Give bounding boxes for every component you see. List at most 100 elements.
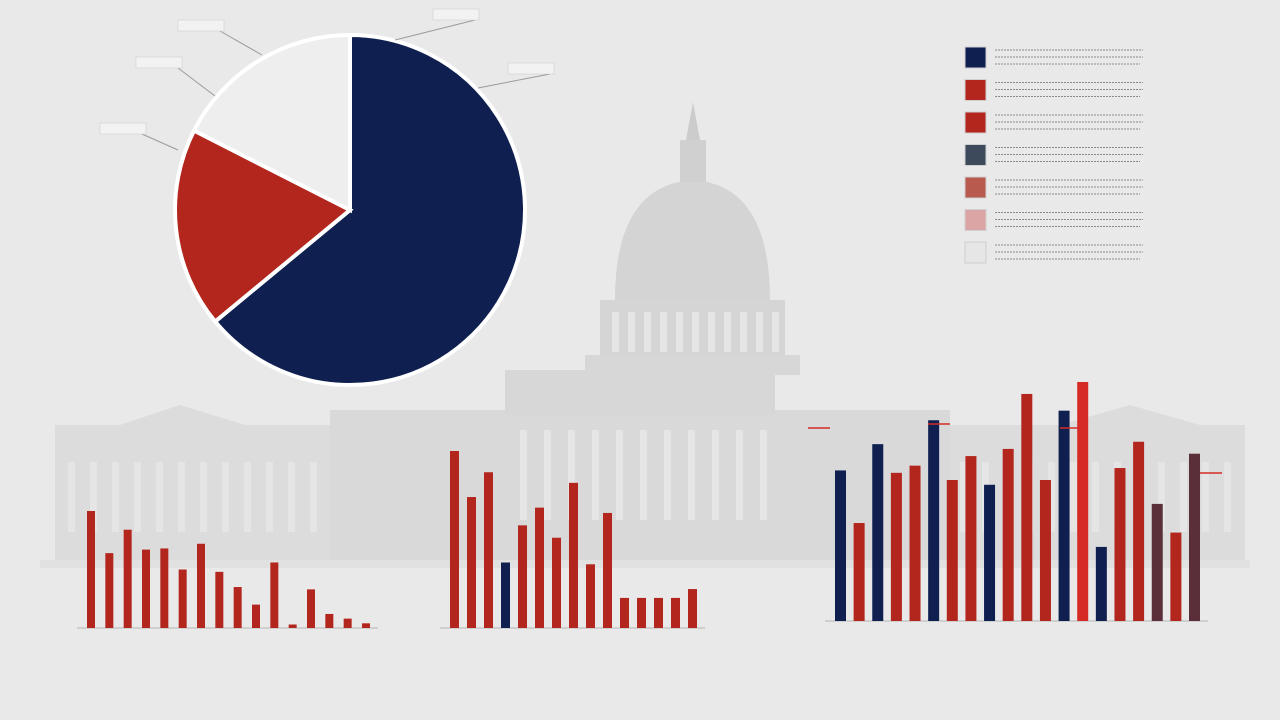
- bar: [518, 525, 527, 628]
- capitol-column: [772, 312, 779, 352]
- pie-leader-line: [141, 133, 179, 151]
- capitol-column: [644, 312, 651, 352]
- capitol-column: [960, 462, 967, 532]
- bar: [1151, 503, 1163, 621]
- bar: [1039, 479, 1051, 621]
- capitol-column: [692, 312, 699, 352]
- capitol-lantern: [680, 140, 706, 182]
- bar: [946, 479, 958, 621]
- capitol-column: [1092, 462, 1099, 532]
- bar: [654, 597, 663, 628]
- capitol-dome: [615, 180, 770, 300]
- bar: [890, 472, 902, 621]
- capitol-upper-block: [505, 370, 775, 415]
- bar: [123, 529, 132, 628]
- capitol-column: [736, 430, 743, 520]
- bar: [671, 597, 680, 628]
- legend-swatch: [964, 111, 987, 134]
- bar: [637, 597, 646, 628]
- bar: [1021, 393, 1033, 621]
- capitol-column: [1180, 462, 1187, 532]
- capitol-column: [676, 312, 683, 352]
- capitol-column: [660, 312, 667, 352]
- capitol-column: [90, 462, 97, 532]
- capitol-column: [612, 312, 619, 352]
- pie-leader-line: [394, 19, 476, 41]
- capitol-column: [288, 462, 295, 532]
- bar: [552, 537, 561, 628]
- capitol-building-icon: [40, 102, 1250, 568]
- capitol-left-wing: [55, 425, 330, 560]
- legend-swatch: [964, 209, 987, 231]
- pie-leader-line: [477, 73, 551, 89]
- bar: [535, 507, 544, 628]
- capitol-column: [1202, 462, 1209, 532]
- capitol-column: [266, 462, 273, 532]
- bar: [1095, 546, 1107, 621]
- legend-swatch: [964, 241, 987, 264]
- capitol-column: [134, 462, 141, 532]
- capitol-column: [568, 430, 575, 520]
- bar: [362, 623, 370, 628]
- pie-slice-2: [173, 127, 354, 325]
- capitol-column: [688, 430, 695, 520]
- bar: [105, 553, 114, 628]
- bar: [603, 512, 612, 628]
- bar: [853, 523, 865, 621]
- capitol-left-pediment: [120, 405, 245, 425]
- bar: [197, 543, 205, 628]
- pie-label-chip: [99, 122, 147, 135]
- capitol-column: [544, 430, 551, 520]
- legend-swatch: [964, 46, 987, 69]
- capitol-column: [1158, 462, 1165, 532]
- bar: [928, 420, 940, 621]
- capitol-column: [68, 462, 75, 532]
- pie-slice-3: [191, 32, 352, 214]
- capitol-column: [1070, 462, 1077, 532]
- legend-swatch: [964, 144, 987, 166]
- legend-swatch: [964, 176, 987, 199]
- bar: [484, 472, 493, 628]
- bar: [325, 613, 334, 628]
- pie-leader-line: [219, 30, 263, 56]
- capitol-ground: [40, 560, 1250, 568]
- bar: [984, 484, 996, 621]
- legend-swatch: [964, 79, 987, 101]
- capitol-column: [756, 312, 763, 352]
- bar: [835, 470, 846, 621]
- capitol-column: [178, 462, 185, 532]
- pie-label-chip: [135, 56, 183, 69]
- capitol-column: [708, 312, 715, 352]
- pie-leader-line: [177, 67, 216, 97]
- capitol-column: [520, 430, 527, 520]
- capitol-column: [724, 312, 731, 352]
- bar: [1077, 382, 1089, 621]
- capitol-column: [616, 430, 623, 520]
- bar: [1002, 448, 1014, 621]
- bar: [252, 604, 260, 628]
- bar-chart-left: [77, 511, 378, 629]
- bar: [467, 497, 476, 628]
- capitol-column: [244, 462, 251, 532]
- bar: [586, 564, 595, 628]
- pie-chart: [99, 8, 555, 387]
- legend: [964, 46, 1143, 264]
- bar: [270, 562, 279, 628]
- bar: [620, 597, 629, 628]
- bar-chart-middle: [440, 451, 705, 629]
- capitol-column: [310, 462, 317, 532]
- capitol-column: [740, 312, 747, 352]
- capitol-column: [640, 430, 647, 520]
- pie-label-chip: [432, 8, 480, 21]
- bar: [343, 618, 352, 628]
- bar: [1058, 410, 1070, 621]
- bar: [288, 624, 297, 628]
- bar-chart-right: [808, 382, 1222, 622]
- capitol-column: [222, 462, 229, 532]
- bar: [909, 465, 921, 621]
- pie-label-chip: [177, 19, 225, 32]
- capitol-column: [712, 430, 719, 520]
- pie-slice-1: [212, 32, 527, 387]
- capitol-column: [628, 312, 635, 352]
